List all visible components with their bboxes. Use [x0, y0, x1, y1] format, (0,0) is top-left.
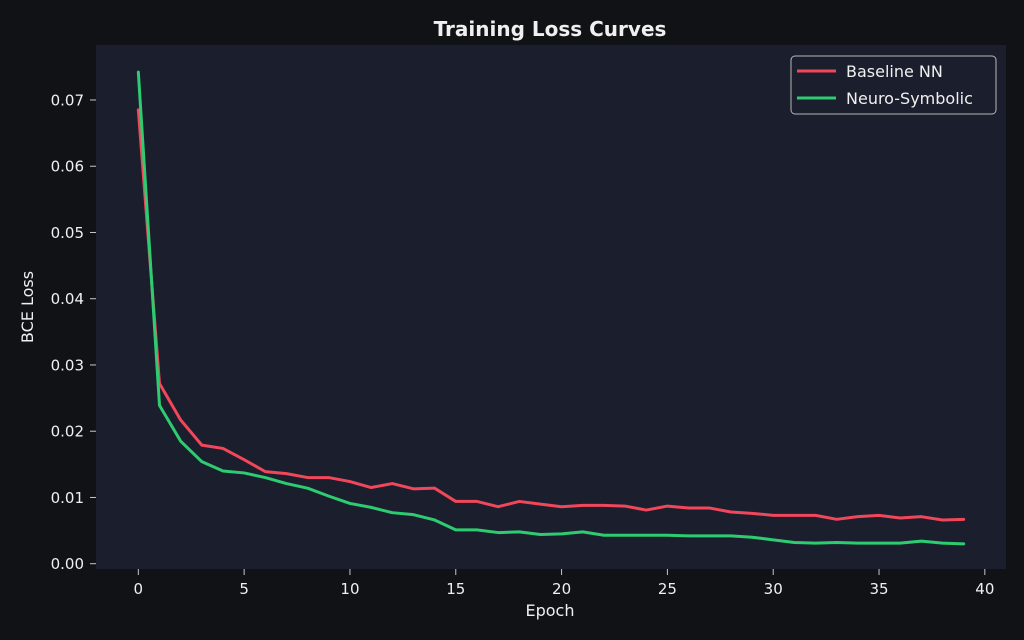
y-tick-label: 0.06 — [51, 158, 84, 176]
legend-box — [790, 55, 997, 115]
y-axis: 0.00 0.01 0.02 0.03 0.04 0.05 0.06 0.07 — [51, 91, 96, 573]
x-tick-label: 30 — [764, 580, 783, 598]
x-tick-label: 25 — [658, 580, 677, 598]
y-tick-label: 0.07 — [51, 91, 84, 109]
chart-title: Training Loss Curves — [434, 17, 667, 41]
x-tick-label: 0 — [134, 580, 144, 598]
y-tick-label: 0.00 — [51, 555, 84, 573]
series-line-neuro-symbolic — [136, 70, 966, 546]
x-axis-label: Epoch — [526, 601, 575, 620]
y-tick-label: 0.05 — [51, 224, 84, 242]
y-axis-label: BCE Loss — [18, 271, 37, 343]
y-tick-label: 0.03 — [51, 356, 84, 374]
plot-area — [96, 45, 1006, 569]
x-tick-label: 40 — [975, 580, 994, 598]
x-tick-label: 35 — [869, 580, 888, 598]
series-lines — [136, 70, 966, 546]
legend: Baseline NN Neuro-Symbolic — [790, 55, 997, 115]
x-tick-label: 15 — [446, 580, 465, 598]
series-line-baseline-nn — [136, 108, 966, 522]
legend-label-neuro-symbolic: Neuro-Symbolic — [846, 89, 973, 108]
x-tick-label: 20 — [552, 580, 571, 598]
y-tick-label: 0.01 — [51, 489, 84, 507]
x-tick-label: 5 — [239, 580, 249, 598]
y-tick-label: 0.02 — [51, 423, 84, 441]
x-tick-label: 10 — [340, 580, 359, 598]
legend-label-baseline: Baseline NN — [846, 62, 943, 81]
y-tick-label: 0.04 — [51, 290, 84, 308]
x-axis: 0 5 10 15 20 25 30 35 40 — [134, 569, 994, 598]
